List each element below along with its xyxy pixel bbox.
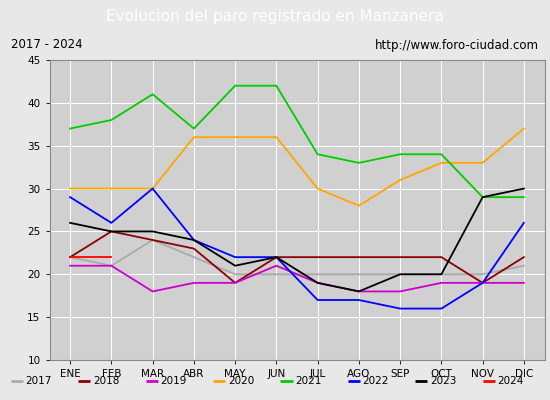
Text: 2022: 2022 bbox=[362, 376, 389, 386]
Text: 2023: 2023 bbox=[430, 376, 456, 386]
Text: http://www.foro-ciudad.com: http://www.foro-ciudad.com bbox=[375, 38, 539, 52]
Text: 2018: 2018 bbox=[93, 376, 119, 386]
Text: 2020: 2020 bbox=[228, 376, 254, 386]
Text: 2017: 2017 bbox=[26, 376, 52, 386]
Text: 2021: 2021 bbox=[295, 376, 322, 386]
Text: Evolucion del paro registrado en Manzanera: Evolucion del paro registrado en Manzane… bbox=[106, 10, 444, 24]
Text: 2019: 2019 bbox=[161, 376, 187, 386]
Text: 2017 - 2024: 2017 - 2024 bbox=[11, 38, 82, 52]
Text: 2024: 2024 bbox=[497, 376, 524, 386]
